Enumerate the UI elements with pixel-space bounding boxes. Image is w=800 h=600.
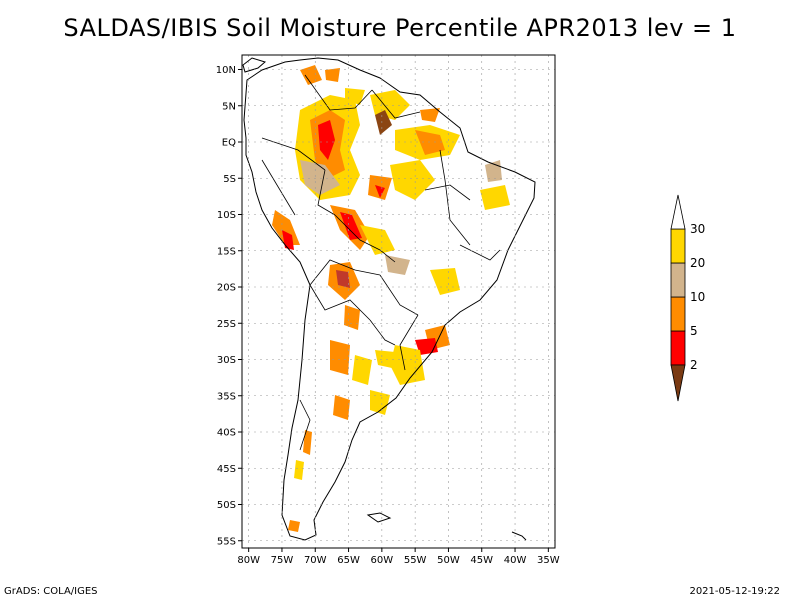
central-america-outline (242, 57, 267, 73)
lat-tick-label: 55S (217, 536, 236, 547)
longitude-axis: 80W 75W 70W 65W 60W 55W 50W 45W 40W 35W (237, 548, 560, 566)
map-frame (241, 54, 556, 549)
lon-tick-label: 55W (404, 555, 427, 566)
lon-tick-label: 75W (271, 555, 294, 566)
color-bar-high-tip (670, 194, 686, 230)
lat-tick-label: 50S (217, 500, 236, 511)
lat-tick-label: 25S (217, 319, 236, 330)
country-borders (261, 74, 501, 451)
color-bar-label: 2 (690, 358, 698, 372)
lon-tick-label: 40W (504, 555, 527, 566)
lon-tick-label: 35W (537, 555, 560, 566)
lat-tick-label: 15S (217, 246, 236, 257)
lat-tick-label: 5S (223, 174, 236, 185)
lat-tick-label: 20S (217, 283, 236, 294)
map-title: SALDAS/IBIS Soil Moisture Percentile APR… (63, 14, 737, 42)
lat-tick-label: 30S (217, 355, 236, 366)
lon-tick-label: 80W (237, 555, 260, 566)
lat-tick-label: 45S (217, 464, 236, 475)
lat-tick-label: EQ (222, 138, 236, 149)
map-gridlines (242, 55, 555, 548)
lat-tick-label: 35S (217, 391, 236, 402)
lon-tick-label: 50W (437, 555, 460, 566)
color-bar-box (670, 228, 686, 264)
color-bar-box (670, 330, 686, 366)
footer-credit: GrADS: COLA/IGES (4, 586, 98, 597)
south-georgia-outline (511, 531, 527, 541)
lon-tick-label: 45W (470, 555, 493, 566)
lat-tick-label: 10N (216, 65, 236, 76)
color-bar-low-tip (670, 364, 686, 402)
lat-tick-label: 5N (222, 101, 236, 112)
color-bar-label: 20 (690, 256, 705, 270)
color-bar: 2 5 10 20 30 (670, 194, 705, 402)
falklands-outline (366, 512, 392, 523)
lon-tick-label: 65W (337, 555, 360, 566)
lat-tick-label: 10S (217, 210, 236, 221)
percentile-shading (272, 65, 510, 532)
lon-tick-label: 60W (371, 555, 394, 566)
color-bar-box (670, 296, 686, 332)
color-bar-box (670, 262, 686, 298)
footer-timestamp: 2021-05-12-19:22 (689, 586, 780, 597)
color-bar-label: 5 (690, 324, 698, 338)
color-bar-label: 30 (690, 222, 705, 236)
latitude-axis: 10N 5N EQ 5S 10S 15S 20S 25S 30S 35S 40S 45S 50S 55S (216, 65, 242, 547)
continent-outline (243, 57, 536, 541)
color-bar-label: 10 (690, 290, 705, 304)
lat-tick-label: 40S (217, 428, 236, 439)
lon-tick-label: 70W (304, 555, 327, 566)
